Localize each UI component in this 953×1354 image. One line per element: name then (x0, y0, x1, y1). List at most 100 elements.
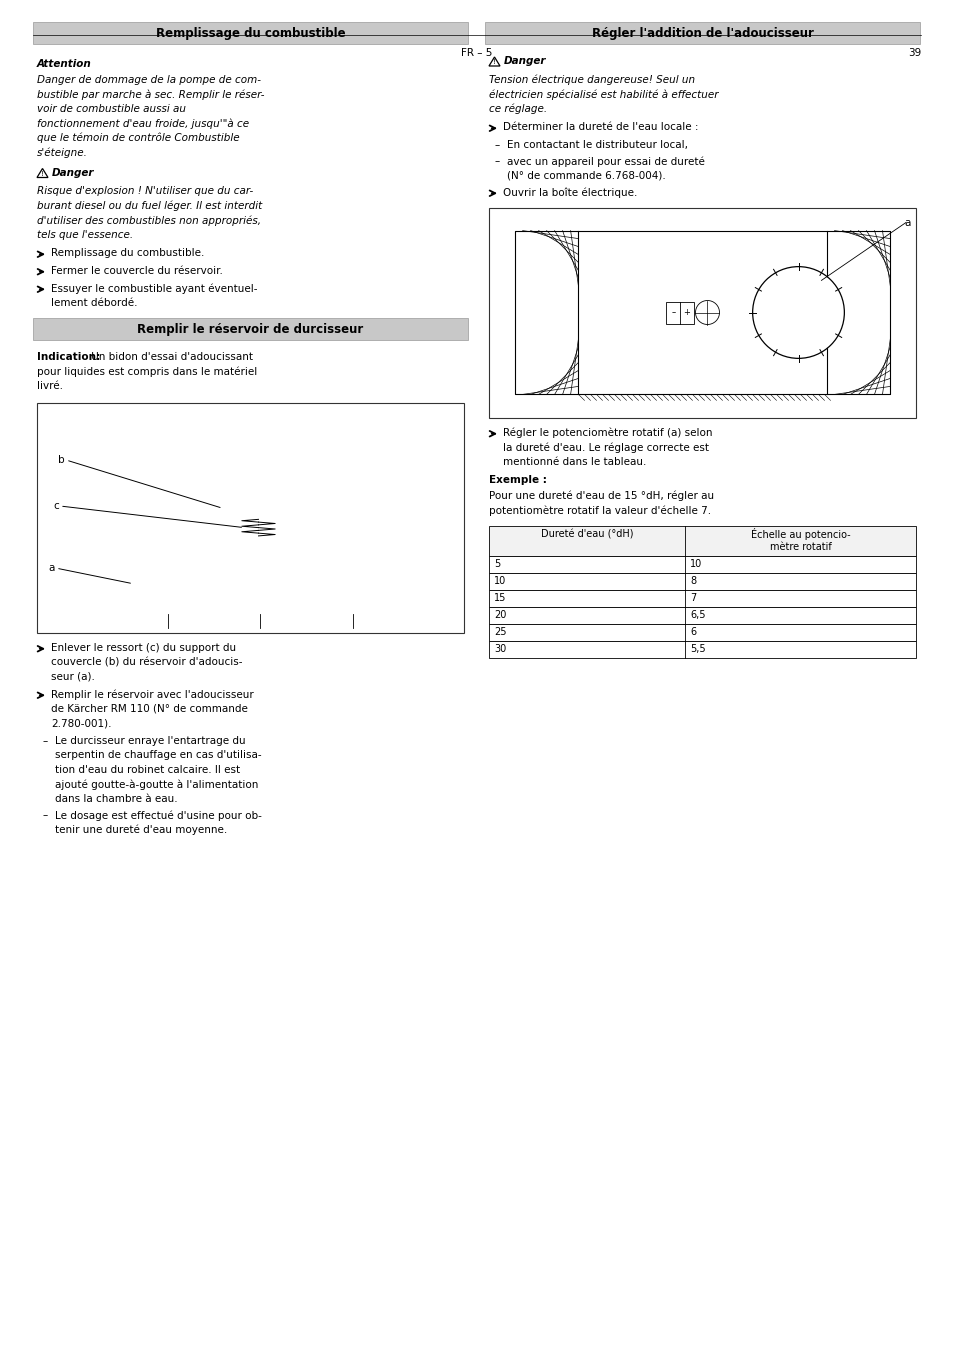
Text: ajouté goutte-à-goutte à l'alimentation: ajouté goutte-à-goutte à l'alimentation (55, 780, 258, 789)
Text: couvercle (b) du réservoir d'adoucis-: couvercle (b) du réservoir d'adoucis- (51, 658, 242, 668)
Text: c: c (53, 501, 59, 510)
Text: fonctionnement d'eau froide, jusqu'"à ce: fonctionnement d'eau froide, jusqu'"à ce (37, 118, 249, 129)
Text: mentionné dans le tableau.: mentionné dans le tableau. (502, 456, 646, 467)
Bar (234, 516, 282, 538)
Text: lement débordé.: lement débordé. (51, 298, 137, 307)
Bar (489, 607, 915, 623)
Text: potentiomètre rotatif la valeur d'échelle 7.: potentiomètre rotatif la valeur d'échell… (489, 505, 710, 516)
Text: –: – (671, 307, 676, 317)
Text: 8: 8 (690, 575, 696, 586)
Bar (489, 525, 915, 555)
Ellipse shape (199, 500, 317, 517)
Text: livré.: livré. (37, 382, 63, 391)
Text: de Kärcher RM 110 (N° de commande: de Kärcher RM 110 (N° de commande (51, 704, 248, 714)
Text: 5: 5 (494, 559, 499, 569)
Text: En contactant le distributeur local,: En contactant le distributeur local, (506, 139, 687, 150)
Text: Tension électrique dangereuse! Seul un: Tension électrique dangereuse! Seul un (489, 74, 695, 85)
Text: Régler le potenciomètre rotatif (a) selon: Régler le potenciomètre rotatif (a) selo… (502, 428, 712, 439)
Text: Danger: Danger (52, 168, 94, 177)
Text: 10: 10 (690, 559, 702, 569)
Text: la dureté d'eau. Le réglage correcte est: la dureté d'eau. Le réglage correcte est (502, 443, 708, 454)
Text: Échelle au potencio-: Échelle au potencio- (750, 528, 850, 540)
Text: Remplir le réservoir de durcisseur: Remplir le réservoir de durcisseur (137, 322, 363, 336)
Text: FR – 5: FR – 5 (461, 47, 492, 58)
Text: électricien spécialisé est habilité à effectuer: électricien spécialisé est habilité à ef… (489, 89, 718, 100)
Text: Danger de dommage de la pompe de com-: Danger de dommage de la pompe de com- (37, 74, 261, 85)
Text: Fermer le couvercle du réservoir.: Fermer le couvercle du réservoir. (51, 265, 223, 276)
Bar (489, 640, 915, 658)
Text: tels que l'essence.: tels que l'essence. (37, 230, 133, 240)
Text: !: ! (41, 171, 44, 177)
Text: burant diesel ou du fuel léger. Il est interdit: burant diesel ou du fuel léger. Il est i… (37, 200, 262, 211)
FancyBboxPatch shape (125, 535, 395, 617)
Text: avec un appareil pour essai de dureté: avec un appareil pour essai de dureté (506, 157, 704, 167)
Text: Attention: Attention (37, 60, 91, 69)
Text: (N° de commande 6.768-004).: (N° de commande 6.768-004). (506, 171, 665, 181)
Text: mètre rotatif: mètre rotatif (769, 542, 831, 552)
Text: s'éteigne.: s'éteigne. (37, 148, 88, 158)
Text: d'utiliser des combustibles non appropriés,: d'utiliser des combustibles non appropri… (37, 215, 261, 226)
Text: Régler l'addition de l'adoucisseur: Régler l'addition de l'adoucisseur (591, 27, 813, 39)
Text: Enlever le ressort (c) du support du: Enlever le ressort (c) du support du (51, 643, 236, 653)
Text: dans la chambre à eau.: dans la chambre à eau. (55, 793, 177, 804)
Text: –: – (43, 737, 49, 746)
Text: !: ! (493, 60, 496, 65)
Text: 39: 39 (907, 47, 920, 58)
Text: 6: 6 (690, 627, 696, 636)
Text: que le témoin de contrôle Combustible: que le témoin de contrôle Combustible (37, 133, 239, 144)
Circle shape (254, 505, 262, 512)
Text: 20: 20 (494, 611, 506, 620)
Text: Indication:: Indication: (37, 352, 100, 363)
Text: Le durcisseur enraye l'entartrage du: Le durcisseur enraye l'entartrage du (55, 737, 245, 746)
Text: Ouvrir la boîte électrique.: Ouvrir la boîte électrique. (502, 187, 637, 198)
Text: 2.780-001).: 2.780-001). (51, 719, 112, 728)
Text: serpentin de chauffage en cas d'utilisa-: serpentin de chauffage en cas d'utilisa- (55, 750, 261, 761)
Circle shape (695, 301, 719, 325)
Bar (33, 22, 468, 43)
Bar (489, 555, 915, 573)
Text: Remplissage du combustible: Remplissage du combustible (155, 27, 345, 39)
Bar (489, 573, 915, 589)
Text: voir de combustible aussi au: voir de combustible aussi au (37, 104, 186, 114)
Text: a: a (49, 563, 55, 573)
Text: pour liquides est compris dans le matériel: pour liquides est compris dans le matéri… (37, 367, 257, 378)
Bar (514, 230, 889, 394)
Text: 5,5: 5,5 (690, 645, 705, 654)
Text: bustible par marche à sec. Remplir le réser-: bustible par marche à sec. Remplir le ré… (37, 89, 264, 100)
Text: Essuyer le combustible ayant éventuel-: Essuyer le combustible ayant éventuel- (51, 283, 257, 294)
Text: 10: 10 (494, 575, 506, 586)
Bar (666, 302, 694, 324)
Text: ce réglage.: ce réglage. (489, 104, 547, 115)
Text: 6,5: 6,5 (690, 611, 705, 620)
Text: Pour une dureté d'eau de 15 °dH, régler au: Pour une dureté d'eau de 15 °dH, régler … (489, 492, 714, 501)
Text: Danger: Danger (503, 57, 546, 66)
Text: –: – (495, 157, 499, 167)
Text: Déterminer la dureté de l'eau locale :: Déterminer la dureté de l'eau locale : (502, 122, 698, 133)
Bar (489, 207, 915, 417)
Text: 15: 15 (494, 593, 506, 603)
Text: +: + (682, 307, 690, 317)
Text: a: a (903, 218, 910, 227)
Text: Un bidon d'essai d'adoucissant: Un bidon d'essai d'adoucissant (88, 352, 253, 363)
Circle shape (752, 267, 843, 359)
Bar (33, 318, 468, 340)
Bar (489, 589, 915, 607)
Text: b: b (58, 455, 65, 464)
Text: 7: 7 (690, 593, 696, 603)
Bar (37, 402, 463, 632)
Bar (489, 623, 915, 640)
Text: Risque d'explosion ! N'utiliser que du car-: Risque d'explosion ! N'utiliser que du c… (37, 187, 253, 196)
Text: seur (a).: seur (a). (51, 672, 94, 682)
Text: Dureté d'eau (°dH): Dureté d'eau (°dH) (540, 529, 633, 539)
Text: Remplir le réservoir avec l'adoucisseur: Remplir le réservoir avec l'adoucisseur (51, 689, 253, 700)
Bar (484, 22, 919, 43)
Text: 25: 25 (494, 627, 506, 636)
Text: tion d'eau du robinet calcaire. Il est: tion d'eau du robinet calcaire. Il est (55, 765, 240, 774)
Text: –: – (43, 811, 49, 821)
Text: Exemple :: Exemple : (489, 475, 546, 486)
Text: –: – (495, 139, 499, 150)
Text: tenir une dureté d'eau moyenne.: tenir une dureté d'eau moyenne. (55, 825, 227, 835)
Text: Le dosage est effectué d'usine pour ob-: Le dosage est effectué d'usine pour ob- (55, 811, 262, 821)
Text: 30: 30 (494, 645, 506, 654)
Text: Remplissage du combustible.: Remplissage du combustible. (51, 248, 204, 259)
